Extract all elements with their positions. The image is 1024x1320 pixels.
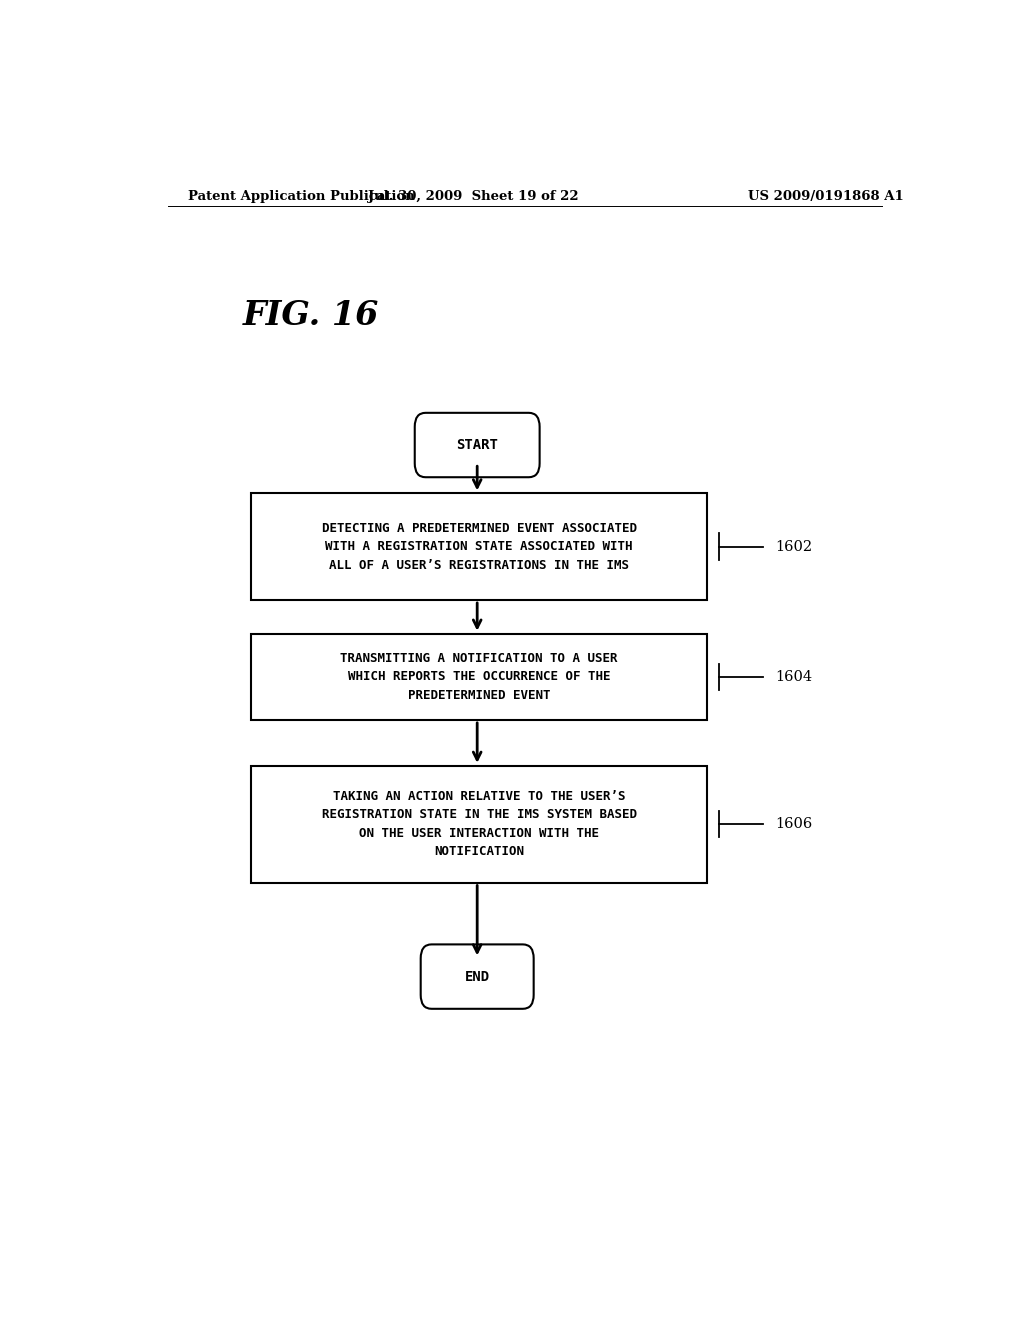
Bar — [251, 634, 708, 719]
Text: TRANSMITTING A NOTIFICATION TO A USER
WHICH REPORTS THE OCCURRENCE OF THE
PREDET: TRANSMITTING A NOTIFICATION TO A USER WH… — [340, 652, 617, 702]
FancyBboxPatch shape — [421, 944, 534, 1008]
Text: US 2009/0191868 A1: US 2009/0191868 A1 — [749, 190, 904, 202]
Text: FIG. 16: FIG. 16 — [243, 300, 380, 333]
Text: START: START — [457, 438, 498, 451]
Text: TAKING AN ACTION RELATIVE TO THE USER’S
REGISTRATION STATE IN THE IMS SYSTEM BAS: TAKING AN ACTION RELATIVE TO THE USER’S … — [322, 789, 637, 858]
Bar — [251, 766, 708, 883]
Text: END: END — [465, 970, 489, 983]
Text: 1606: 1606 — [775, 817, 812, 832]
FancyBboxPatch shape — [415, 413, 540, 478]
Text: Patent Application Publication: Patent Application Publication — [187, 190, 415, 202]
Text: 1604: 1604 — [775, 669, 812, 684]
Text: DETECTING A PREDETERMINED EVENT ASSOCIATED
WITH A REGISTRATION STATE ASSOCIATED : DETECTING A PREDETERMINED EVENT ASSOCIAT… — [322, 521, 637, 572]
Text: 1602: 1602 — [775, 540, 812, 553]
Text: Jul. 30, 2009  Sheet 19 of 22: Jul. 30, 2009 Sheet 19 of 22 — [368, 190, 579, 202]
Bar — [251, 494, 708, 601]
